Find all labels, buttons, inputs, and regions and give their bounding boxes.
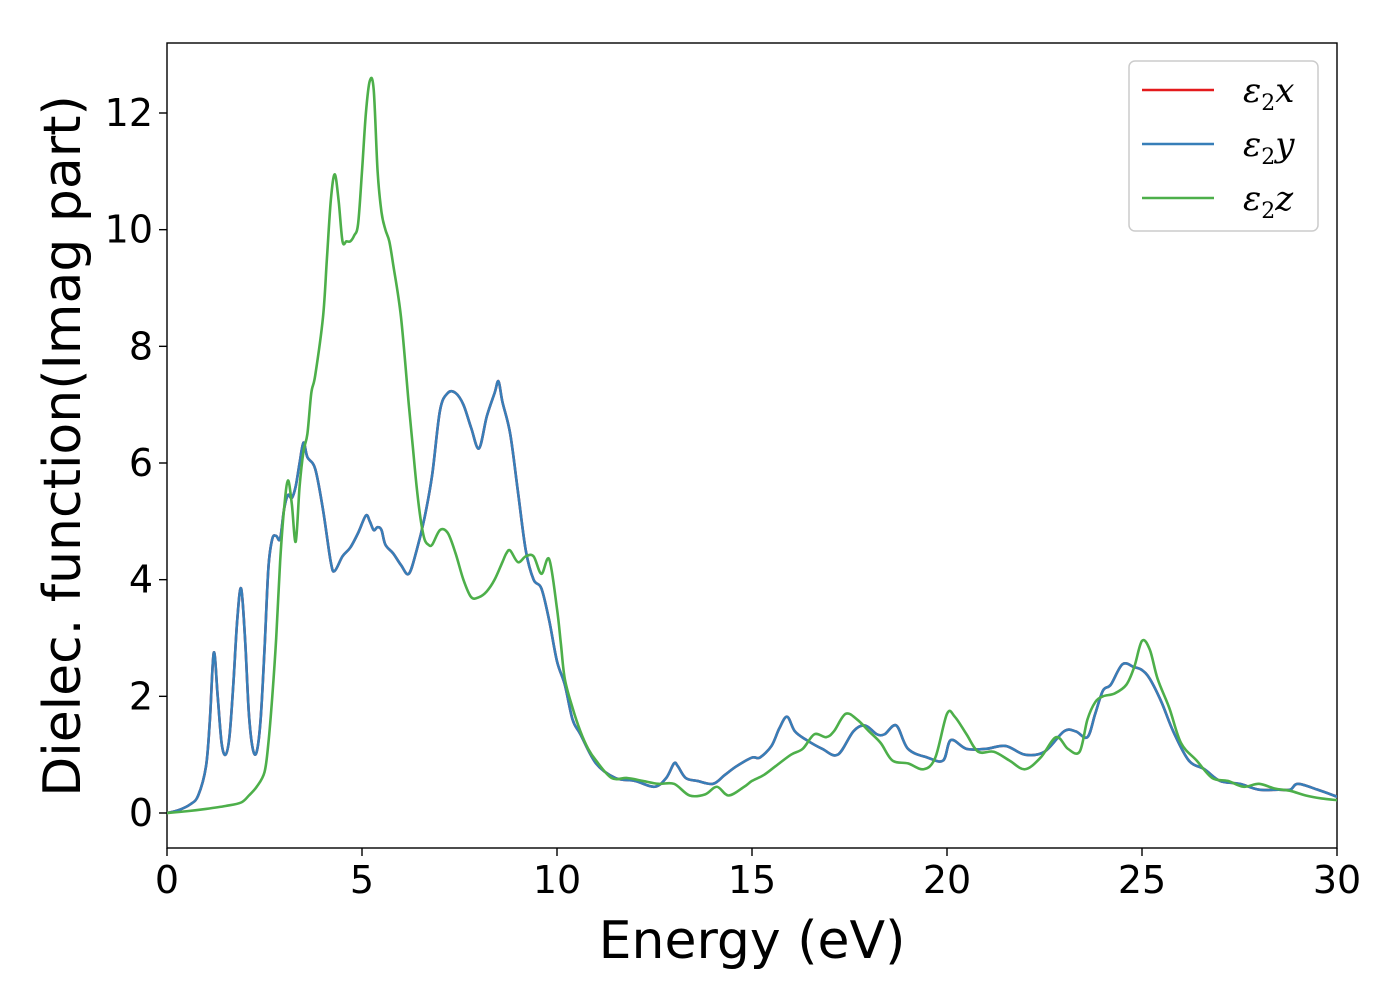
legend-box (1128, 60, 1319, 232)
y-tick-label: 6 (129, 441, 153, 485)
y-tick-label: 2 (129, 674, 153, 718)
legend: ε2x ε2y ε2z (1128, 60, 1319, 232)
y-tick-label: 8 (129, 324, 153, 368)
x-tick-label: 20 (923, 858, 971, 902)
y-ticks: 0 2 4 6 8 10 12 (105, 91, 167, 835)
legend-label: ε2y (1243, 125, 1295, 170)
y-axis-label: Dielec. function(Imag part) (33, 95, 93, 797)
x-tick-label: 30 (1313, 858, 1361, 902)
series-lines (167, 76, 1337, 815)
x-tick-label: 25 (1118, 858, 1166, 902)
y-tick-label: 10 (105, 208, 153, 252)
x-ticks: 0 5 10 15 20 25 30 (155, 848, 1361, 902)
x-tick-label: 0 (155, 858, 179, 902)
x-tick-label: 5 (350, 858, 374, 902)
y-tick-label: 4 (129, 558, 153, 602)
legend-label: ε2x (1243, 71, 1294, 116)
x-tick-label: 15 (728, 858, 776, 902)
x-axis-label: Energy (eV) (599, 911, 906, 971)
y-tick-label: 12 (105, 91, 153, 135)
series-line-e2z (167, 76, 1337, 815)
x-tick-label: 10 (533, 858, 581, 902)
series-line-e2y (167, 379, 1337, 815)
legend-label: ε2z (1243, 179, 1294, 224)
series-line-e2x (167, 379, 1337, 815)
y-tick-label: 0 (129, 791, 153, 835)
